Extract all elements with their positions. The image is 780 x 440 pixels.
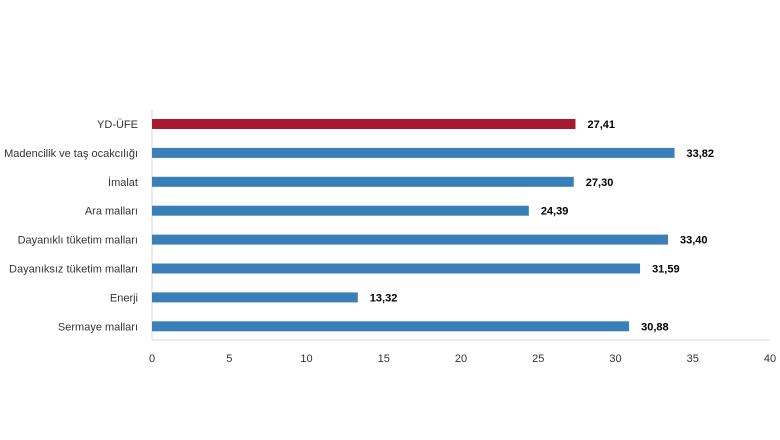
data-label: 31,59 xyxy=(652,264,680,276)
data-label: 13,32 xyxy=(370,292,398,304)
x-tick-label: 20 xyxy=(455,353,467,365)
category-label: YD-ÜFE xyxy=(97,119,138,131)
data-label: 24,39 xyxy=(541,206,569,218)
x-tick-label: 35 xyxy=(687,353,699,365)
x-tick-label: 30 xyxy=(609,353,621,365)
data-label: 33,82 xyxy=(687,148,715,160)
category-labels: YD-ÜFE Madencilik ve taş ocakcılığı İmalat… xyxy=(4,119,138,333)
bar xyxy=(152,292,358,303)
bar xyxy=(152,119,576,129)
category-label: İmalat xyxy=(108,176,138,189)
value-labels: 27,41 33,82 27,30 24,39 33,40 31,59 13,32 30,88 xyxy=(370,119,714,333)
category-label: Dayanıklı tüketim malları xyxy=(18,235,138,247)
category-label: Ara malları xyxy=(85,206,138,218)
x-tick-label: 0 xyxy=(149,353,155,365)
bar xyxy=(152,234,669,245)
bar xyxy=(152,147,675,158)
data-label: 30,88 xyxy=(641,321,669,333)
x-tick-label: 15 xyxy=(378,353,390,365)
data-label: 27,30 xyxy=(586,177,614,189)
category-label: Dayanıksız tüketim malları xyxy=(9,264,138,276)
category-label: Enerji xyxy=(110,292,138,304)
bar xyxy=(152,321,630,332)
category-label: Madencilik ve taş ocakcılığı xyxy=(4,148,138,160)
bar xyxy=(152,205,529,216)
bar xyxy=(152,263,641,274)
x-tick-label: 5 xyxy=(226,353,232,365)
x-tick-label: 25 xyxy=(532,353,544,365)
bars-group xyxy=(152,119,675,332)
data-label: 27,41 xyxy=(587,119,615,131)
data-label: 33,40 xyxy=(680,235,708,247)
bar xyxy=(152,176,574,187)
x-tick-labels: 0 5 10 15 20 25 30 35 40 xyxy=(149,353,776,365)
x-tick-label: 10 xyxy=(300,353,312,365)
category-label: Sermaye malları xyxy=(58,321,138,333)
x-tick-label: 40 xyxy=(764,353,776,365)
